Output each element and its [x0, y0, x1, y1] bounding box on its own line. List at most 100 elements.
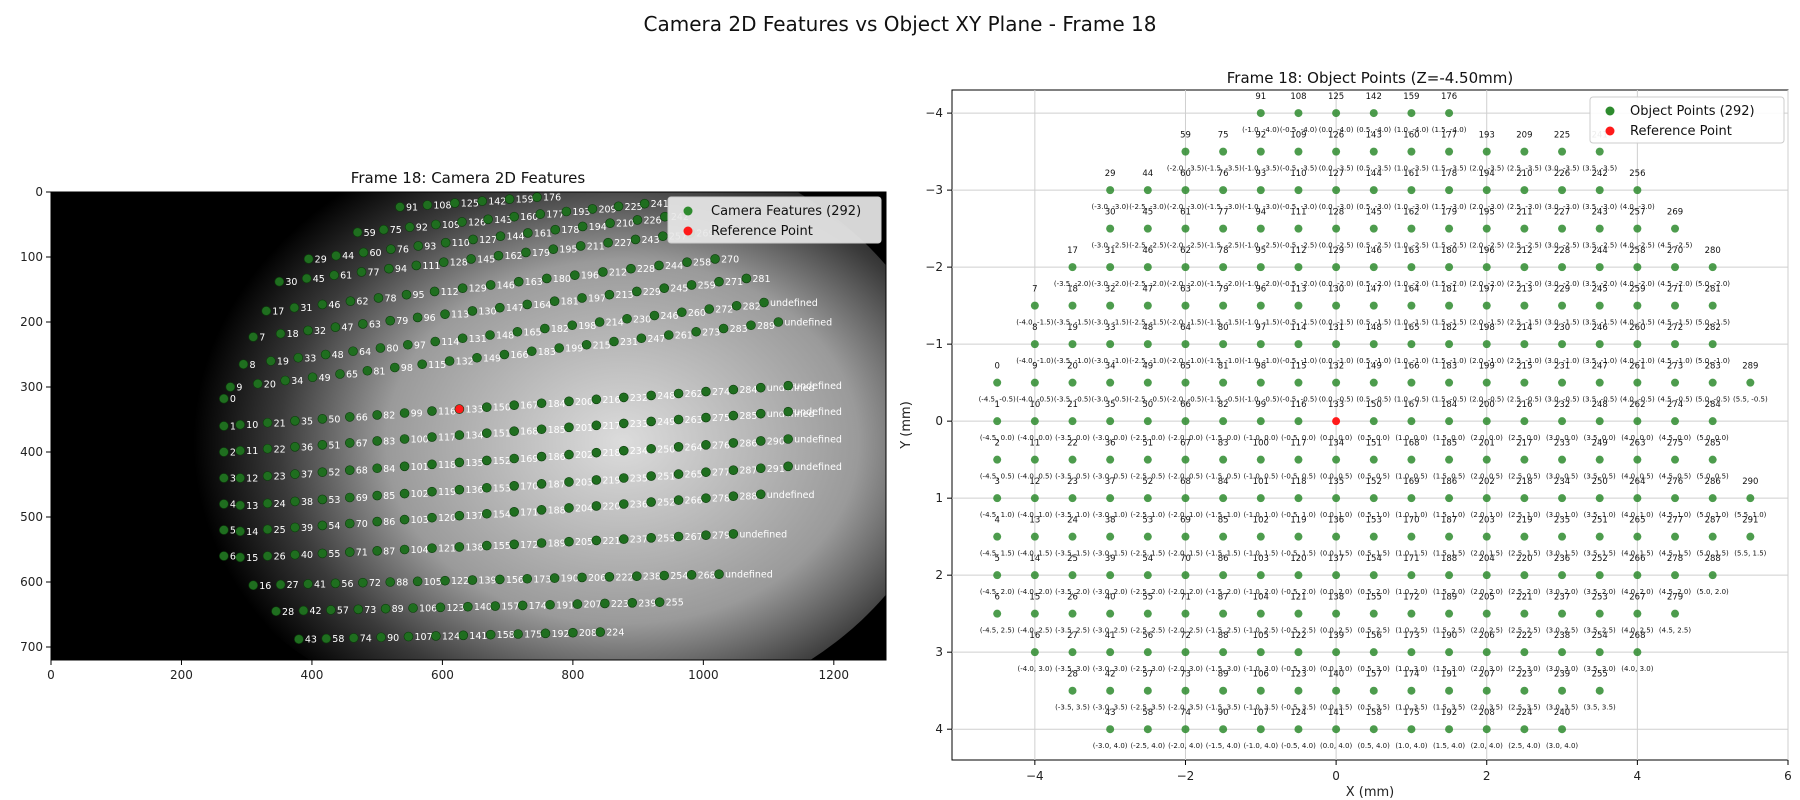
- object-point-coordinate: (4.0, 1.0): [1621, 511, 1653, 519]
- object-point-coordinate: (2.5, 4.0): [1508, 742, 1540, 750]
- object-point: [993, 455, 1002, 464]
- camera-feature-label: 204: [575, 503, 593, 514]
- camera-feature-label: 194: [589, 222, 607, 233]
- object-point-coordinate: (3.0, -3.5): [1545, 165, 1580, 173]
- object-point-coordinate: (-1.5, 0.0): [1206, 434, 1241, 442]
- camera-feature-label: 119: [438, 487, 456, 498]
- camera-feature-point: [550, 224, 561, 235]
- camera-feature-label: 179: [532, 248, 550, 259]
- object-point-coordinate: (-1.5, 1.5): [1206, 550, 1241, 558]
- object-point-label: 12: [1029, 477, 1040, 487]
- object-point: [1181, 263, 1190, 272]
- object-point: [1407, 417, 1416, 426]
- camera-feature-point: [577, 572, 587, 583]
- object-point-label: 260: [1629, 323, 1645, 333]
- camera-feature-label: 177: [546, 210, 564, 221]
- object-point-coordinate: (-4.0, 3.0): [1017, 665, 1052, 673]
- object-point: [1369, 186, 1378, 195]
- object-point: [1106, 224, 1115, 233]
- object-point-label: 178: [1441, 169, 1457, 179]
- object-y-tick-label: −1: [925, 337, 943, 351]
- object-point-label: 135: [1328, 477, 1344, 487]
- camera-feature-label: 212: [609, 267, 627, 278]
- object-point-coordinate: (3.0, -0.5): [1545, 396, 1580, 404]
- object-point-label: 219: [1516, 516, 1532, 526]
- camera-feature-point: [386, 244, 396, 254]
- object-point-coordinate: (0.5, 0.5): [1358, 473, 1390, 481]
- camera-feature-point: [344, 465, 355, 476]
- object-point: [1068, 301, 1077, 310]
- object-point-coordinate: (-4.5, 2.5): [980, 627, 1015, 635]
- camera-feature-point: [591, 447, 602, 458]
- camera-feature-label: 223: [611, 599, 629, 610]
- object-point-label: 158: [1366, 708, 1382, 718]
- object-point-label: 40: [1105, 593, 1116, 603]
- camera-feature-label: 29: [315, 254, 327, 265]
- object-point-label: 46: [1142, 246, 1153, 256]
- object-point: [1332, 147, 1341, 156]
- camera-feature-label: 148: [496, 331, 514, 342]
- object-point-label: 43: [1105, 708, 1116, 718]
- camera-feature-point: [294, 634, 304, 645]
- object-point-label: 83: [1218, 439, 1229, 449]
- camera-legend-reference-label: Reference Point: [711, 224, 813, 239]
- object-point-label: 175: [1403, 708, 1419, 718]
- camera-feature-point: [540, 628, 551, 639]
- camera-feature-label: 19: [277, 357, 289, 368]
- object-point-coordinate: (-2.0, 2.5): [1168, 627, 1203, 635]
- camera-feature-label: 184: [548, 399, 566, 410]
- object-point-label: 130: [1328, 285, 1344, 295]
- object-point-coordinate: (5.0, 2.0): [1697, 588, 1729, 596]
- object-point-coordinate: (2.5, 3.0): [1508, 665, 1540, 673]
- camera-feature-label: 116: [438, 407, 456, 418]
- object-point-label: 192: [1441, 708, 1457, 718]
- camera-feature-label: 232: [630, 393, 648, 404]
- object-point-coordinate: (-3.0, 3.5): [1093, 704, 1128, 712]
- camera-feature-point: [632, 215, 643, 225]
- camera-feature-point: [352, 227, 363, 238]
- object-point-label: 99: [1255, 400, 1266, 410]
- object-point: [1407, 648, 1416, 657]
- camera-feature-point: [682, 257, 692, 268]
- object-point-label: 150: [1366, 400, 1382, 410]
- camera-feature-label: 200: [575, 397, 593, 408]
- object-point-coordinate: (3.0, 3.5): [1546, 704, 1578, 712]
- camera-feature-label: 28: [282, 607, 294, 618]
- camera-feature-label: 121: [438, 544, 456, 555]
- object-point-coordinate: (-2.0, -3.0): [1167, 203, 1204, 211]
- object-point-label: 103: [1253, 554, 1269, 564]
- camera-feature-point: [375, 343, 386, 353]
- object-point: [1030, 417, 1039, 426]
- object-point: [1595, 378, 1604, 387]
- object-point-label: 162: [1403, 208, 1419, 218]
- object-point: [1482, 532, 1491, 541]
- camera-feature-label: 110: [452, 238, 470, 249]
- object-point-coordinate: (1.0, 3.0): [1395, 665, 1427, 673]
- object-point: [1143, 494, 1152, 503]
- camera-feature-label: 181: [561, 297, 579, 308]
- object-point: [1068, 263, 1077, 272]
- object-point-coordinate: (-3.0, -3.0): [1092, 203, 1129, 211]
- camera-feature-point: [219, 499, 229, 509]
- object-point: [1143, 340, 1152, 349]
- object-point-label: 191: [1441, 670, 1457, 680]
- object-point-label: 59: [1180, 131, 1191, 141]
- camera-feature-point: [438, 257, 449, 268]
- object-point: [1256, 494, 1265, 503]
- camera-feature-label: 260: [688, 308, 706, 319]
- camera-feature-label: 40: [301, 550, 313, 561]
- camera-feature-label: 279: [712, 531, 730, 542]
- object-point-label: 289: [1742, 362, 1758, 372]
- camera-feature-point: [358, 319, 368, 329]
- camera-x-tick-label: 600: [431, 668, 454, 682]
- camera-feature-point: [618, 534, 629, 544]
- camera-feature-label: 208: [579, 628, 597, 639]
- camera-feature-point: [385, 315, 396, 326]
- object-point-label: 14: [1029, 554, 1040, 564]
- object-point: [1558, 494, 1567, 503]
- object-point-coordinate: (-0.5, 2.0): [1281, 588, 1316, 596]
- camera-feature-label: 11: [246, 446, 258, 457]
- camera-feature-label: 34: [291, 376, 303, 387]
- object-point-coordinate: (-1.0, -1.5): [1242, 319, 1279, 327]
